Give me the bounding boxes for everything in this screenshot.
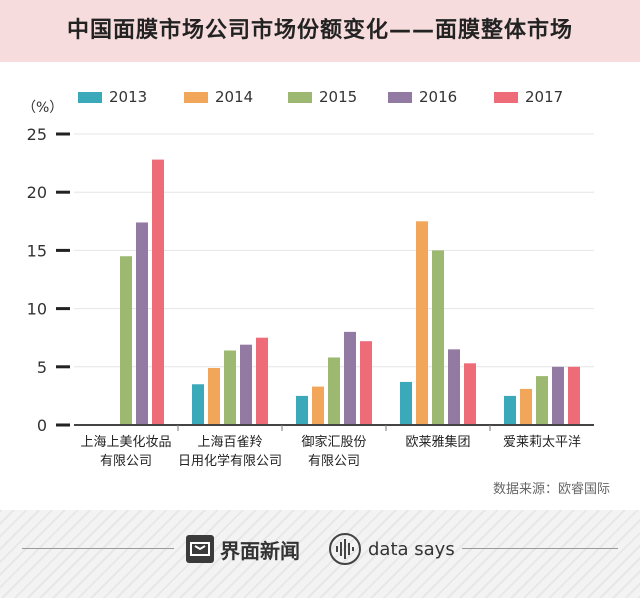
x-tick-label: 日用化学有限公司: [178, 453, 282, 469]
x-tick-label: 爱莱莉太平洋: [503, 435, 581, 450]
y-tick-mark: [56, 365, 70, 369]
x-tick-label: 有限公司: [100, 454, 152, 469]
legend-swatch-2013: [78, 91, 102, 103]
legend-item-2016: 2016: [388, 86, 457, 108]
title-bar: [0, 0, 640, 62]
y-tick-mark: [56, 190, 70, 194]
bar-2015-2: [224, 350, 236, 425]
legend-swatch-2017: [494, 91, 518, 103]
y-tick-mark: [56, 132, 70, 136]
bar-2015-5: [536, 376, 548, 425]
bar-2014-5: [520, 388, 532, 425]
bar-2013-5: [504, 395, 516, 425]
datasays-logo-icon: [329, 533, 361, 565]
x-tick-label: 御家汇股份: [301, 434, 366, 450]
bar-2017-3: [360, 341, 372, 425]
bar-2017-2: [256, 337, 268, 425]
y-tick-mark: [56, 307, 70, 311]
bar-2013-4: [400, 381, 412, 425]
y-ticks: 0 5 10 15 20 25: [27, 125, 70, 435]
footer-divider-right: [462, 548, 618, 549]
chart-title: 中国面膜市场公司市场份额变化——面膜整体市场: [66, 18, 573, 43]
x-tick-label: 上海百雀羚: [197, 435, 262, 450]
y-tick-label: 20: [27, 183, 47, 202]
legend-item-2014: 2014: [184, 86, 253, 108]
bar-2016-2: [240, 344, 252, 425]
y-tick-label: 25: [27, 125, 47, 144]
bar-2014-4: [416, 221, 428, 425]
bar-2016-4: [448, 349, 460, 425]
datasays-name: data says: [368, 538, 455, 560]
bar-2015-4: [432, 250, 444, 425]
legend-label-2016: 2016: [419, 88, 458, 106]
bar-2017-1: [152, 159, 164, 425]
bar-2016-1: [136, 222, 148, 425]
bar-2015-1: [120, 256, 132, 425]
y-axis-label: （%）: [22, 100, 63, 116]
legend-label-2014: 2014: [215, 88, 254, 106]
legend-swatch-2015: [288, 91, 312, 103]
y-tick-label: 0: [37, 416, 47, 435]
bar-2016-3: [344, 331, 356, 425]
legend-label-2017: 2017: [525, 88, 564, 106]
x-tick-label: 欧莱雅集团: [405, 434, 470, 450]
legend-item-2013: 2013: [78, 86, 147, 108]
y-tick-mark: [56, 248, 70, 252]
bar-2017-4: [464, 363, 476, 425]
legend-item-2015: 2015: [288, 86, 357, 108]
bar-2013-2: [192, 384, 204, 425]
bar-2016-5: [552, 366, 564, 425]
y-tick-label: 15: [27, 241, 47, 260]
bar-2014-2: [208, 367, 220, 425]
y-tick-mark: [56, 423, 70, 427]
legend: 2013 2014 2015 2016 2017: [78, 86, 618, 108]
legend-swatch-2016: [388, 91, 412, 103]
source-note: 数据来源：欧睿国际: [492, 482, 610, 497]
brand-datasays: data says: [328, 533, 455, 565]
y-tick-label: 10: [27, 300, 47, 319]
x-tick-label: 有限公司: [308, 454, 360, 469]
legend-label-2013: 2013: [109, 88, 148, 106]
bar-2015-3: [328, 357, 340, 425]
legend-item-2017: 2017: [494, 86, 563, 108]
bar-2017-5: [568, 366, 580, 425]
brand-name: 界面新闻: [220, 538, 300, 563]
y-tick-label: 5: [37, 358, 47, 377]
legend-swatch-2014: [184, 91, 208, 103]
footer-divider-left: [22, 548, 174, 549]
x-tick-label: 上海上美化妆品: [80, 435, 171, 450]
brand-jiemian: 界面新闻: [186, 534, 300, 564]
legend-label-2015: 2015: [319, 88, 358, 106]
footer: 界面新闻 data says: [0, 510, 640, 598]
bar-2013-3: [296, 395, 308, 425]
jiemian-logo-icon: [186, 535, 214, 563]
bars: [120, 159, 580, 425]
bar-2014-3: [312, 386, 324, 425]
